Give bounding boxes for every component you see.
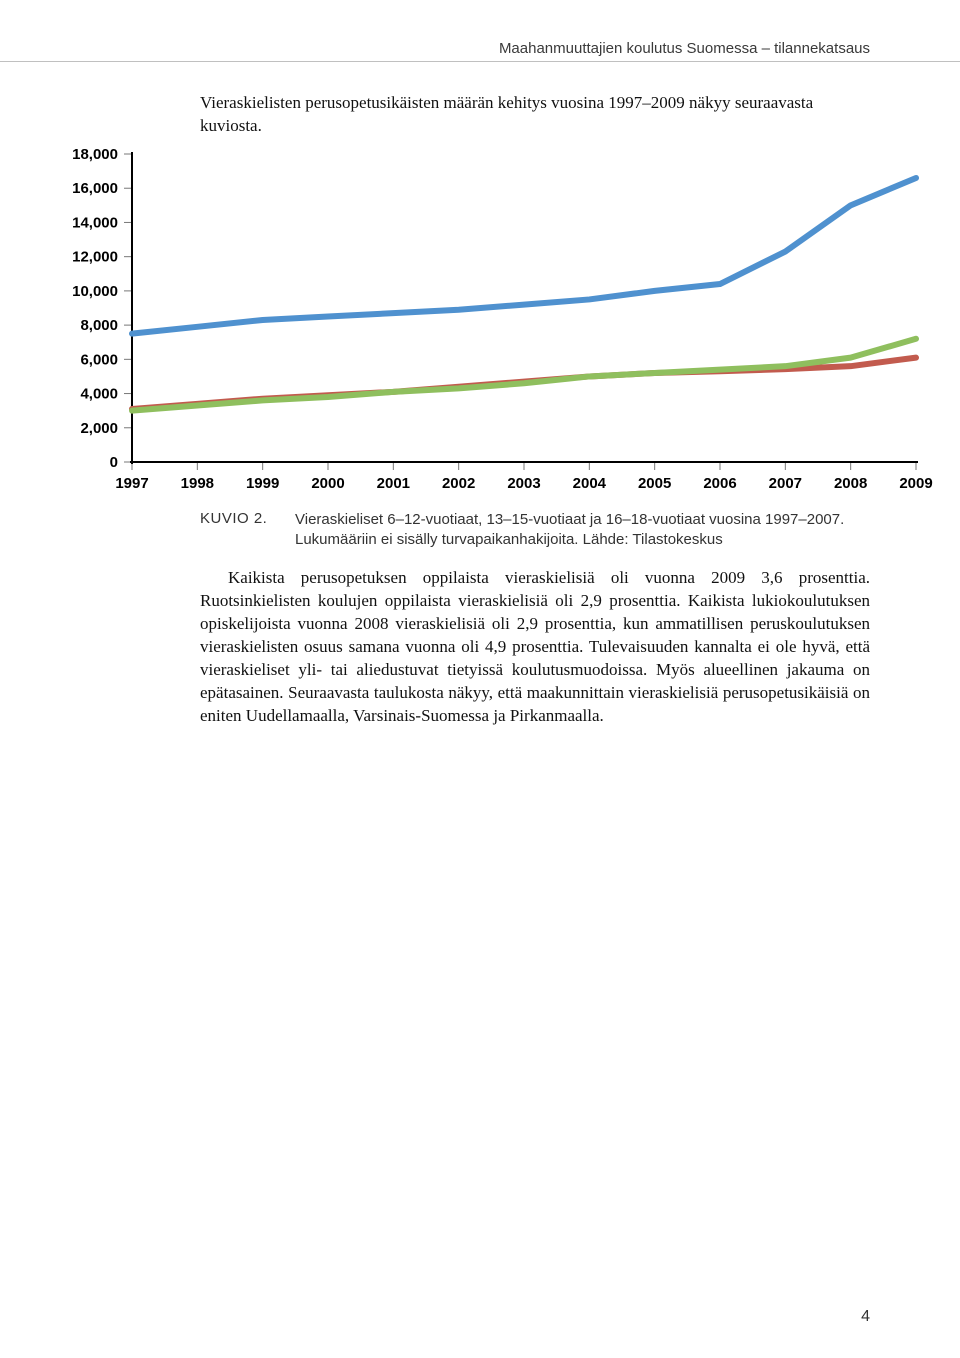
header-rule	[0, 61, 960, 62]
running-header: Maahanmuuttajien koulutus Suomessa – til…	[0, 0, 960, 61]
svg-text:2006: 2006	[703, 475, 736, 492]
svg-text:10,000: 10,000	[72, 283, 118, 300]
chart-container: 0 2,000 4,000 6,000 8,000 10,000 12,000 14,000 1…	[40, 148, 940, 498]
caption-label: KUVIO 2.	[200, 510, 295, 551]
svg-text:2005: 2005	[638, 475, 671, 492]
line-chart: 0 2,000 4,000 6,000 8,000 10,000 12,000 14,000 1…	[40, 148, 940, 498]
svg-text:6,000: 6,000	[80, 351, 118, 368]
intro-paragraph: Vieraskielisten perusopetusikäisten määr…	[200, 92, 870, 138]
body-paragraph-block: Kaikista perusopetuksen oppilaista viera…	[200, 567, 870, 728]
svg-text:2009: 2009	[899, 475, 932, 492]
svg-text:4,000: 4,000	[80, 385, 118, 402]
svg-text:0: 0	[110, 454, 118, 471]
svg-text:2003: 2003	[507, 475, 540, 492]
figure-caption: KUVIO 2. Vieraskieliset 6–12-vuotiaat, 1…	[200, 510, 870, 551]
svg-text:16,000: 16,000	[72, 180, 118, 197]
svg-text:2002: 2002	[442, 475, 475, 492]
svg-text:14,000: 14,000	[72, 214, 118, 231]
svg-text:2004: 2004	[573, 475, 607, 492]
caption-text: Vieraskieliset 6–12-vuotiaat, 13–15-vuot…	[295, 510, 870, 551]
body-paragraph: Kaikista perusopetuksen oppilaista viera…	[200, 567, 870, 728]
svg-text:2,000: 2,000	[80, 420, 118, 437]
svg-text:1998: 1998	[181, 475, 214, 492]
svg-text:8,000: 8,000	[80, 317, 118, 334]
intro-text: Vieraskielisten perusopetusikäisten määr…	[200, 93, 813, 135]
svg-text:2001: 2001	[377, 475, 410, 492]
svg-text:1999: 1999	[246, 475, 279, 492]
svg-text:2000: 2000	[311, 475, 344, 492]
svg-text:1997: 1997	[115, 475, 148, 492]
svg-text:18,000: 18,000	[72, 148, 118, 163]
svg-text:12,000: 12,000	[72, 249, 118, 266]
page-number: 4	[861, 1308, 870, 1326]
page: Maahanmuuttajien koulutus Suomessa – til…	[0, 0, 960, 1358]
svg-text:2008: 2008	[834, 475, 867, 492]
svg-text:2007: 2007	[769, 475, 802, 492]
